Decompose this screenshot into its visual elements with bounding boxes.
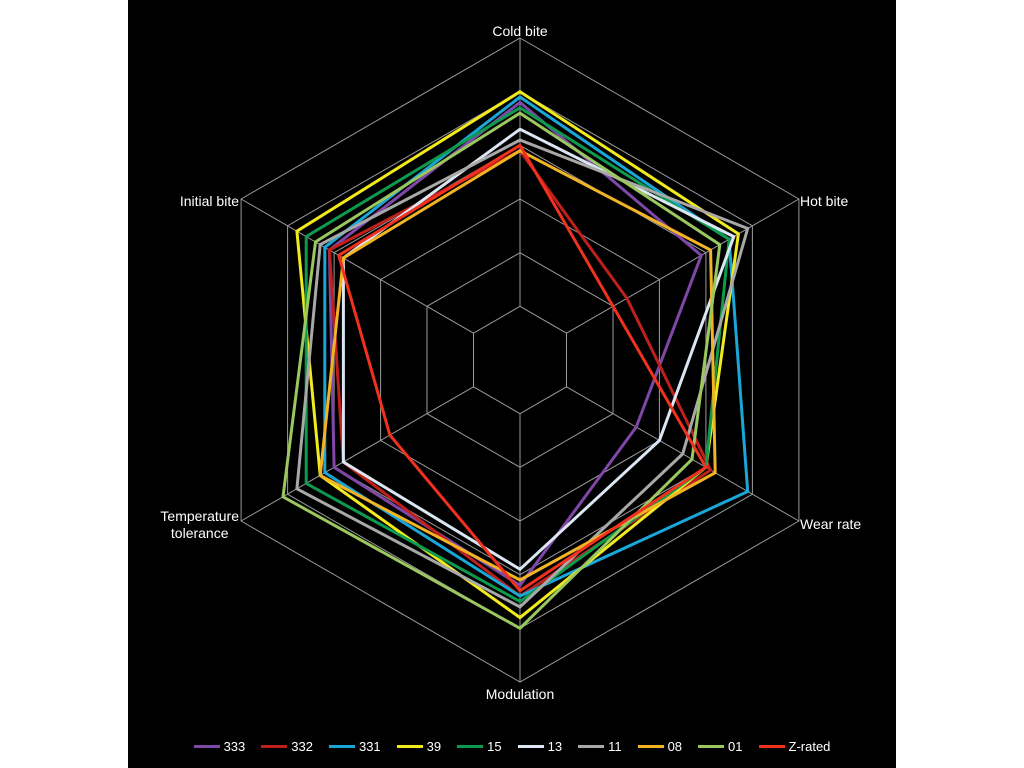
axis-label-wear-rate: Wear rate xyxy=(800,516,861,533)
axis-spoke-4 xyxy=(240,386,474,522)
legend-label: 08 xyxy=(667,738,683,754)
axis-label-line: Temperature xyxy=(160,508,239,524)
axis-spoke-1 xyxy=(566,198,800,334)
axis-label-line: Wear rate xyxy=(800,516,862,532)
legend-item: 332 xyxy=(261,739,313,754)
legend-item: 01 xyxy=(698,738,743,754)
legend-label: 01 xyxy=(728,738,743,754)
axis-label-line: Cold bite xyxy=(492,23,548,39)
radar-chart-panel: Cold bite Hot bite Wear rate Modulation … xyxy=(128,0,896,768)
legend-swatch xyxy=(261,744,288,748)
legend-label: 331 xyxy=(358,738,381,754)
series-line-15 xyxy=(304,106,731,604)
legend-swatch xyxy=(457,744,484,748)
legend-item: 39 xyxy=(396,738,442,754)
series-line-11 xyxy=(295,138,750,609)
legend-label: 15 xyxy=(487,738,502,754)
series-line-z-rated xyxy=(336,143,708,593)
series-line-39 xyxy=(295,89,741,620)
chart-legend: 333 332 331 39 15 13 11 08 01 Z-rated xyxy=(128,736,896,756)
legend-swatch xyxy=(517,744,544,748)
radar-series xyxy=(281,89,750,631)
legend-item: 13 xyxy=(517,738,563,754)
axis-label-line: tolerance xyxy=(170,525,229,541)
axis-label-modulation: Modulation xyxy=(486,686,555,703)
legend-label: 333 xyxy=(223,738,246,754)
legend-item: 11 xyxy=(578,739,622,754)
legend-label: Z-rated xyxy=(788,738,831,754)
legend-swatch xyxy=(698,744,725,748)
legend-item: 08 xyxy=(637,738,683,754)
legend-item: 333 xyxy=(193,738,246,754)
legend-item: 331 xyxy=(328,738,381,754)
axis-label-temperature-tolerance: Temperature tolerance xyxy=(160,508,239,542)
axis-label-hot-bite: Hot bite xyxy=(800,193,848,210)
legend-item: 15 xyxy=(457,738,502,754)
legend-item: Z-rated xyxy=(758,738,831,754)
legend-label: 13 xyxy=(547,738,563,754)
axis-label-line: Modulation xyxy=(485,686,555,702)
grid-ring-1 xyxy=(473,305,567,415)
axis-spoke-5 xyxy=(240,198,474,334)
legend-label: 39 xyxy=(426,738,442,754)
legend-swatch xyxy=(637,744,664,748)
legend-label: 11 xyxy=(608,738,622,754)
legend-label: 332 xyxy=(291,738,313,754)
axis-label-line: Hot bite xyxy=(800,193,849,209)
legend-swatch xyxy=(758,744,785,748)
axis-label-initial-bite: Initial bite xyxy=(180,193,239,210)
series-line-08 xyxy=(318,148,717,582)
legend-swatch xyxy=(578,744,605,748)
legend-swatch xyxy=(193,744,220,748)
axis-label-line: Initial bite xyxy=(179,193,239,209)
legend-swatch xyxy=(328,744,355,748)
radar-chart xyxy=(240,37,800,683)
series-line-01 xyxy=(281,111,722,631)
legend-swatch xyxy=(396,744,423,748)
axis-label-cold-bite: Cold bite xyxy=(492,23,547,40)
